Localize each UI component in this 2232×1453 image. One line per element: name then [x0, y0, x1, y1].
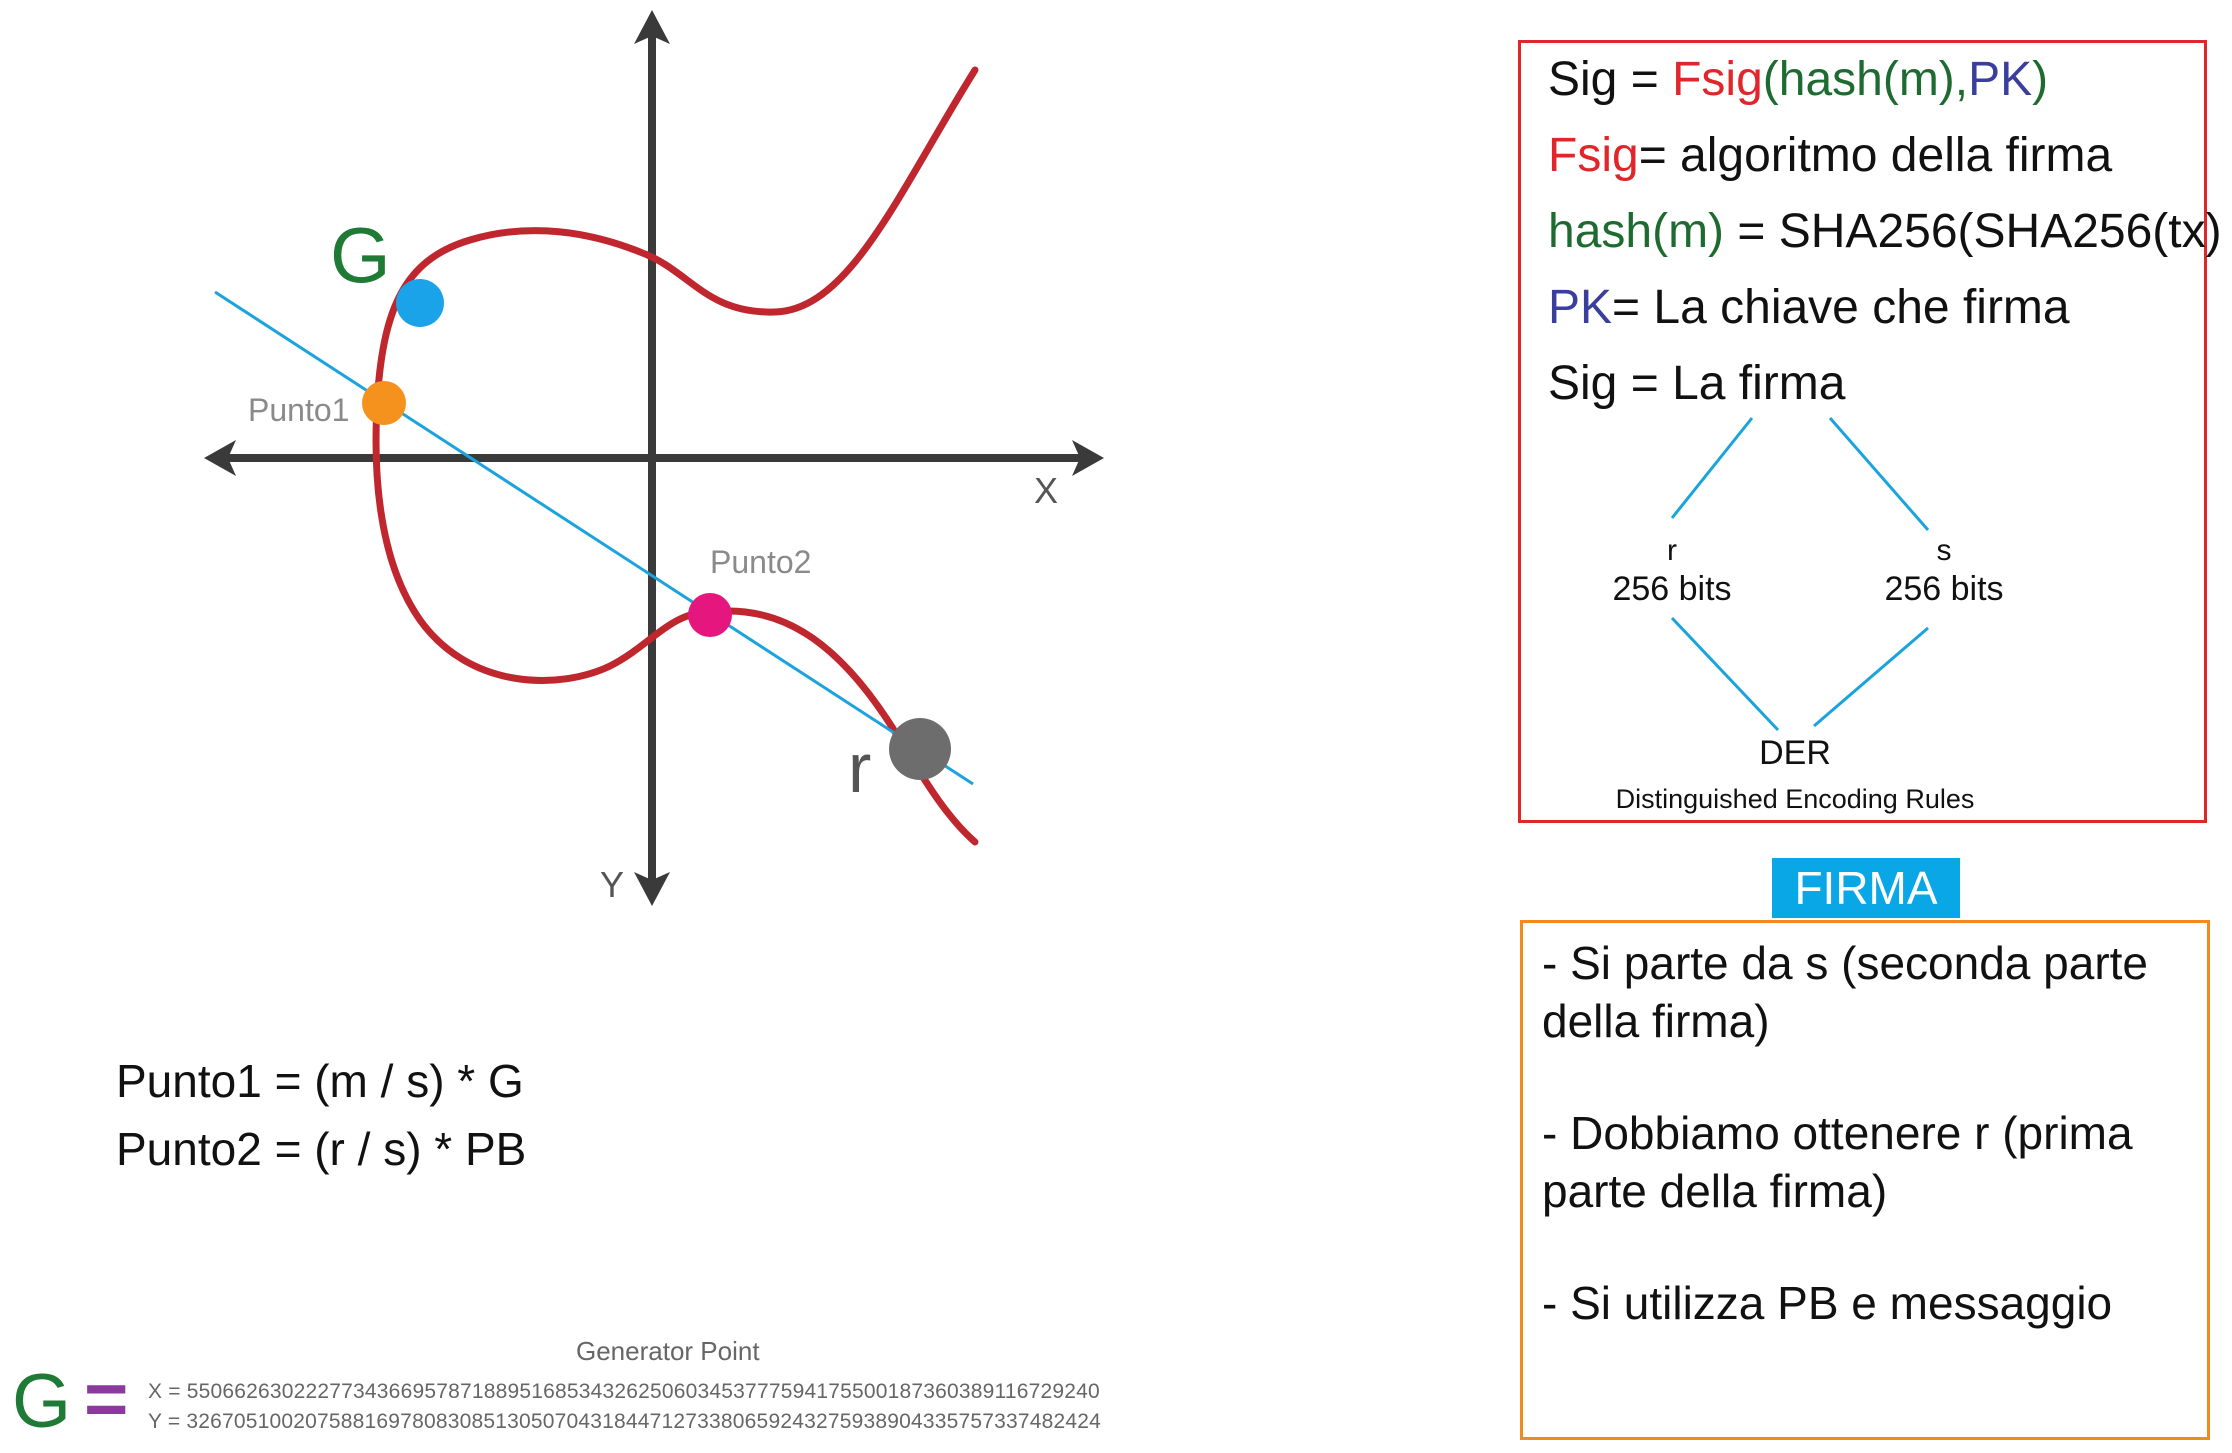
sig-line-3-a: hash(m): [1548, 205, 1725, 258]
generator-y: Y = 326705100207588169780830851305070431…: [148, 1410, 1102, 1433]
sig-line-3-b: = SHA256(SHA256(tx): [1724, 205, 2222, 258]
r-point: [889, 718, 951, 780]
generator-equals: =: [84, 1357, 129, 1442]
sig-line-1-b: Fsig: [1672, 53, 1763, 106]
sig-line-1-c: (hash(m),: [1762, 53, 1969, 106]
sig-line-1-e: ): [2032, 53, 2049, 106]
tree-r-label: r 256 bits: [1592, 532, 1752, 608]
sig-line-1-a: Sig =: [1548, 53, 1673, 106]
point2-marker: [688, 593, 732, 637]
g-point-label: G: [330, 211, 391, 299]
r-point-label: r: [848, 729, 872, 807]
secant-line: [214, 290, 974, 786]
firma-tag: FIRMA: [1772, 858, 1960, 918]
sig-line-2: Fsig= algoritmo della firma: [1548, 128, 2112, 184]
generator-x: X = 550662630222773436695787188951685343…: [148, 1380, 1100, 1403]
r-letter: r: [1667, 534, 1677, 567]
s-letter: s: [1936, 534, 1952, 567]
sig-line-3: hash(m) = SHA256(SHA256(tx): [1548, 204, 2222, 260]
point1-marker: [362, 381, 406, 425]
generator-title: Generator Point: [576, 1336, 760, 1366]
sig-line-1-d: PK: [1968, 53, 2033, 106]
point2-label: Punto2: [710, 544, 812, 580]
y-axis-label: Y: [600, 864, 625, 905]
g-point: [396, 279, 444, 327]
elliptic-curve: [372, 66, 979, 846]
y-axis-arrow-bottom: [634, 872, 670, 906]
note-item-3: - Si utilizza PB e messaggio: [1542, 1277, 2113, 1329]
point1-label: Punto1: [248, 392, 350, 428]
x-axis-arrow-left: [204, 440, 236, 476]
sig-line-4-a: PK: [1548, 281, 1613, 334]
tree-s-label: s 256 bits: [1864, 532, 2024, 608]
sig-line-1: Sig = Fsig(hash(m),PK): [1548, 52, 2048, 108]
tree-line-right-bottom: [1813, 626, 1929, 728]
der-label: DER: [1759, 734, 1831, 772]
sig-line-5: Sig = La firma: [1548, 357, 1846, 410]
x-axis-arrow-right: [1072, 440, 1104, 476]
r-bits: 256 bits: [1612, 570, 1732, 608]
sig-line-2-b: = algoritmo della firma: [1638, 129, 2113, 182]
note-item-2: - Dobbiamo ottenere r (prima parte della…: [1542, 1107, 2133, 1217]
x-axis-label: X: [1034, 470, 1059, 511]
tree-line-left-bottom: [1670, 616, 1780, 732]
y-axis-arrow-top: [634, 10, 670, 44]
sig-line-4-b: = La chiave che firma: [1612, 281, 2070, 334]
notes-box: [1520, 920, 2210, 1440]
generator-symbol: G: [12, 1359, 72, 1444]
s-bits: 256 bits: [1884, 570, 2004, 608]
tree-line-right-top: [1828, 417, 1930, 531]
formula-punto1: Punto1 = (m / s) * G: [116, 1055, 524, 1107]
tree-line-left-top: [1670, 417, 1754, 519]
formula-punto2: Punto2 = (r / s) * PB: [116, 1123, 527, 1175]
der-description: Distinguished Encoding Rules: [1615, 784, 1975, 814]
signature-box: [1518, 40, 2207, 823]
note-item-1: - Si parte da s (seconda parte della fir…: [1542, 937, 2148, 1047]
sig-line-2-a: Fsig: [1548, 129, 1639, 182]
sig-line-4: PK= La chiave che firma: [1548, 280, 2070, 336]
